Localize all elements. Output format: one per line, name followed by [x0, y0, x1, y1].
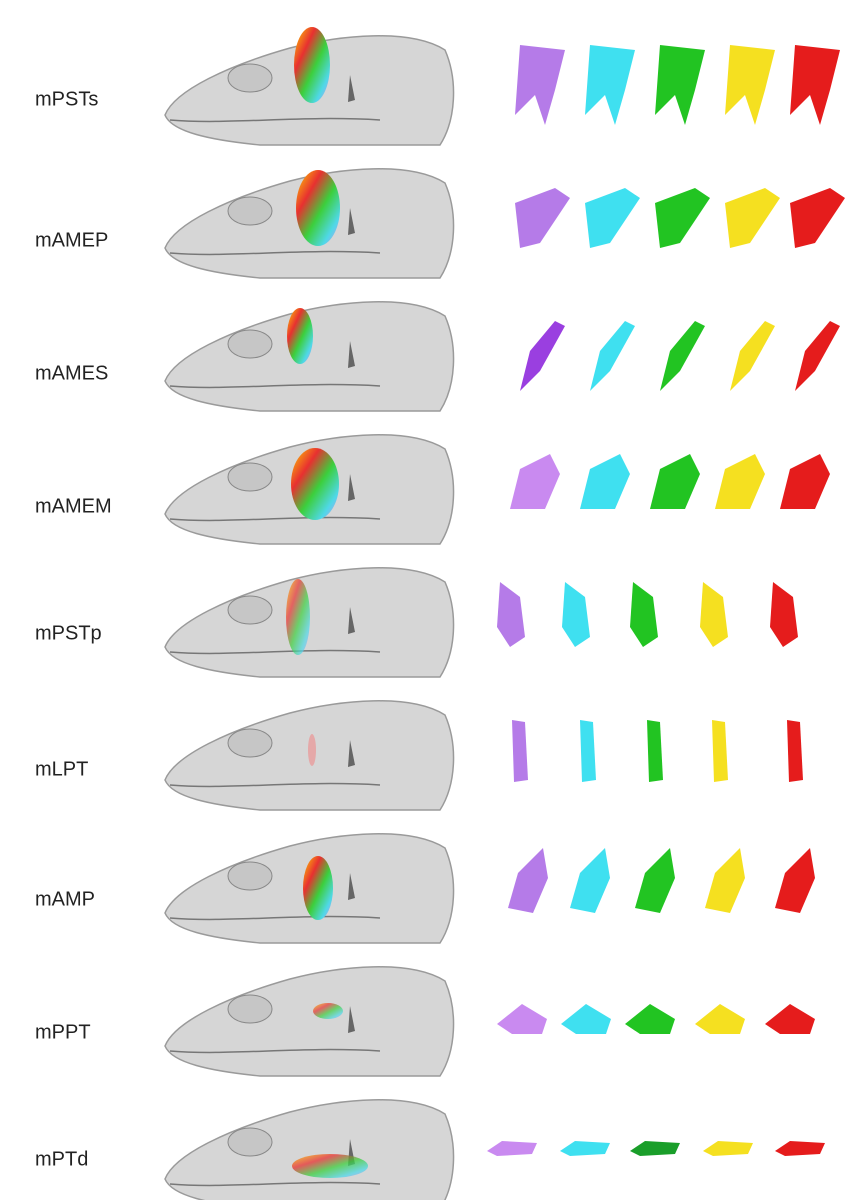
row: mLPT: [35, 700, 803, 811]
muscle-patch: [291, 448, 339, 520]
muscle-model: [765, 1004, 815, 1034]
muscle-model: [650, 454, 700, 509]
muscle-patch: [303, 856, 333, 920]
muscle-model: [725, 45, 775, 125]
row: mPTd: [35, 1099, 825, 1200]
row: mAMEP: [35, 168, 845, 279]
muscle-model: [787, 720, 803, 782]
muscle-model: [725, 188, 780, 248]
row: mPSTs: [35, 27, 840, 146]
muscle-patch: [294, 27, 330, 103]
muscle-model: [695, 1004, 745, 1034]
muscle-label: mAMP: [35, 888, 95, 910]
muscle-patch: [308, 734, 316, 766]
muscle-model: [561, 1004, 611, 1034]
muscle-model: [508, 848, 548, 913]
row: mAMP: [35, 833, 815, 944]
muscle-model: [790, 45, 840, 125]
muscle-model: [703, 1141, 753, 1156]
lizard-head: [164, 1099, 455, 1200]
muscle-model: [660, 321, 705, 391]
muscle-patch: [292, 1154, 368, 1178]
muscle-model: [655, 188, 710, 248]
muscle-model: [730, 321, 775, 391]
lizard-head: [164, 966, 455, 1077]
muscle-model: [515, 188, 570, 248]
row: mAMEM: [35, 434, 830, 545]
muscle-model: [487, 1141, 537, 1156]
muscle-patch: [286, 579, 310, 655]
muscle-model: [580, 720, 596, 782]
muscle-model: [775, 1141, 825, 1156]
muscle-model: [515, 45, 565, 125]
row: mAMES: [35, 301, 840, 412]
muscle-label: mAMES: [35, 362, 108, 384]
muscle-model: [580, 454, 630, 509]
muscle-model: [700, 582, 728, 647]
row: mPSTp: [35, 567, 798, 678]
muscle-model: [625, 1004, 675, 1034]
muscle-patch: [287, 308, 313, 364]
muscle-label: mPSTp: [35, 622, 102, 644]
muscle-model: [635, 848, 675, 913]
muscle-model: [770, 582, 798, 647]
muscle-model: [560, 1141, 610, 1156]
muscle-model: [510, 454, 560, 509]
muscle-model: [780, 454, 830, 509]
muscle-model: [712, 720, 728, 782]
muscle-model: [630, 1141, 680, 1156]
muscle-model: [585, 45, 635, 125]
muscle-model: [562, 582, 590, 647]
muscle-patch: [296, 170, 340, 246]
muscle-model: [570, 848, 610, 913]
muscle-label: mLPT: [35, 758, 88, 780]
muscle-model: [497, 1004, 547, 1034]
row: mPPT: [35, 966, 815, 1077]
muscle-model: [520, 321, 565, 391]
muscle-label: mAMEP: [35, 229, 108, 251]
muscle-model: [630, 582, 658, 647]
muscle-model: [497, 582, 525, 647]
muscle-model: [705, 848, 745, 913]
muscle-model: [647, 720, 663, 782]
muscle-model: [790, 188, 845, 248]
muscle-label: mPTd: [35, 1148, 88, 1170]
muscle-model: [775, 848, 815, 913]
muscle-model: [795, 321, 840, 391]
muscle-label: mPSTs: [35, 88, 98, 110]
muscle-model: [715, 454, 765, 509]
muscle-label: mPPT: [35, 1021, 91, 1043]
muscle-patch: [313, 1003, 343, 1019]
muscle-model: [512, 720, 528, 782]
muscle-label: mAMEM: [35, 495, 112, 517]
muscle-model: [655, 45, 705, 125]
muscle-model: [590, 321, 635, 391]
muscle-model: [585, 188, 640, 248]
